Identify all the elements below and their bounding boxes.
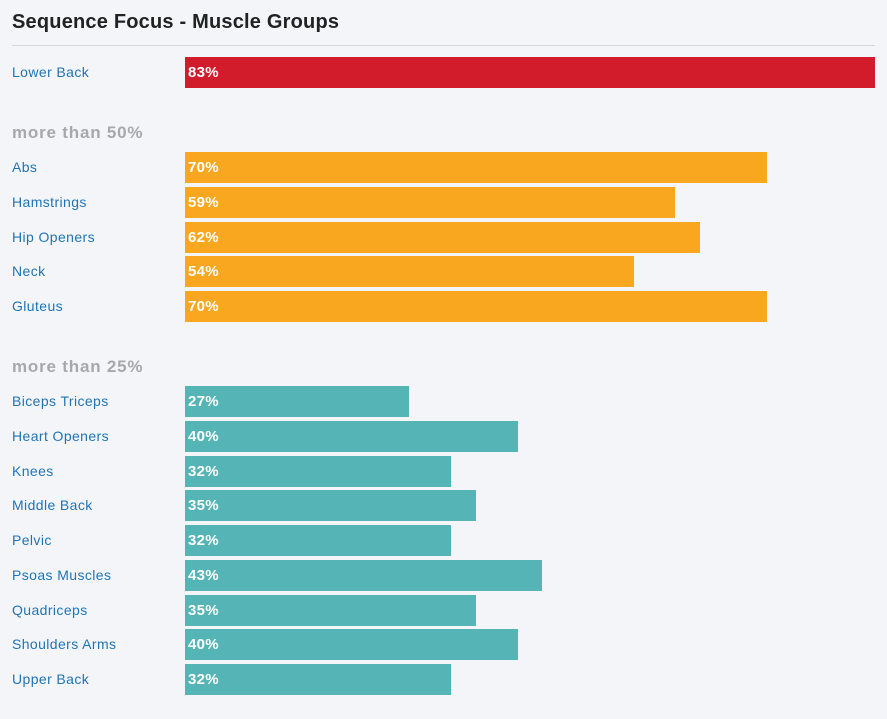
bar-row: Hip Openers 62% (0, 221, 887, 253)
bar-row: Lower Back 83% (0, 57, 887, 88)
bar (185, 221, 700, 253)
section-heading: more than 25% (12, 357, 144, 376)
muscle-group-link[interactable]: Abs (12, 159, 38, 175)
bar-value-label: 83% (188, 64, 219, 81)
muscle-group-link[interactable]: Neck (12, 263, 46, 280)
muscle-group-link[interactable]: Shoulders Arms (12, 636, 117, 653)
bar-row: Heart Openers 40% (0, 420, 887, 452)
section-heading: more than 50% (12, 123, 144, 142)
muscle-group-link[interactable]: Hip Openers (12, 228, 95, 245)
muscle-group-link[interactable]: Biceps Triceps (12, 393, 109, 409)
bar-row: Gluteus 70% (0, 291, 887, 322)
bar (185, 291, 767, 322)
muscle-group-link[interactable]: Gluteus (12, 298, 64, 314)
muscle-group-link[interactable]: Knees (12, 462, 54, 479)
chart-title: Sequence Focus - Muscle Groups (12, 11, 340, 33)
bar (185, 594, 476, 626)
muscle-group-link[interactable]: Quadriceps (12, 601, 88, 618)
bar-row: Quadriceps 35% (0, 594, 887, 626)
bar-value-label: 40% (188, 427, 219, 445)
bar (185, 455, 451, 487)
muscle-group-link[interactable]: Psoas Muscles (12, 566, 112, 583)
bar-row: Knees 32% (0, 455, 887, 487)
bar (185, 559, 542, 591)
bar-value-label: 35% (188, 497, 219, 515)
bar-value-label: 54% (188, 263, 219, 281)
bar-row: Hamstrings 59% (0, 186, 887, 218)
bar-value-label: 32% (188, 462, 219, 480)
bar-row: Abs 70% (0, 152, 887, 183)
bar (185, 152, 767, 183)
bar-row: Shoulders Arms 40% (0, 629, 887, 661)
bar (185, 490, 476, 522)
bar (185, 256, 634, 288)
bar (185, 629, 518, 661)
bar-value-label: 43% (188, 566, 219, 584)
bar-value-label: 59% (188, 193, 219, 211)
bar-value-label: 70% (188, 298, 219, 315)
bar-value-label: 62% (188, 228, 219, 246)
muscle-group-link[interactable]: Lower Back (12, 64, 90, 80)
bar-value-label: 70% (188, 159, 219, 176)
bar-value-label: 32% (188, 532, 219, 549)
muscle-group-link[interactable]: Upper Back (12, 671, 90, 687)
bar-value-label: 27% (188, 393, 219, 410)
bar (185, 386, 409, 417)
bar (185, 186, 675, 218)
bar (185, 57, 875, 88)
bar-row: Pelvic 32% (0, 525, 887, 556)
muscle-group-link[interactable]: Middle Back (12, 497, 93, 514)
bar-row: Neck 54% (0, 256, 887, 288)
bar-row: Middle Back 35% (0, 490, 887, 522)
title-divider (12, 45, 875, 46)
bar-row: Psoas Muscles 43% (0, 559, 887, 591)
muscle-group-link[interactable]: Hamstrings (12, 193, 87, 210)
bar-row: Biceps Triceps 27% (0, 386, 887, 417)
bar-value-label: 40% (188, 636, 219, 654)
muscle-group-link[interactable]: Pelvic (12, 532, 52, 548)
bar (185, 664, 451, 695)
bar-row: Upper Back 32% (0, 664, 887, 695)
bar (185, 525, 451, 556)
bar-value-label: 35% (188, 601, 219, 619)
bar-value-label: 32% (188, 671, 219, 688)
muscle-group-link[interactable]: Heart Openers (12, 427, 110, 444)
bar (185, 420, 518, 452)
